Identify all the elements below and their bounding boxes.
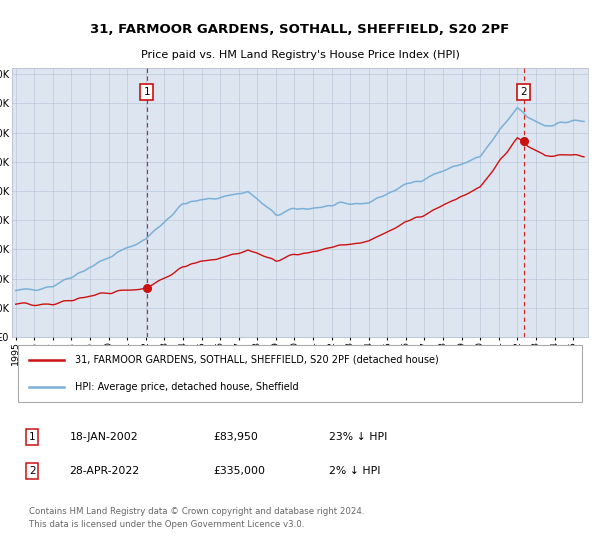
Text: Price paid vs. HM Land Registry's House Price Index (HPI): Price paid vs. HM Land Registry's House … bbox=[140, 50, 460, 60]
Text: 2: 2 bbox=[29, 466, 35, 475]
Text: 18-JAN-2002: 18-JAN-2002 bbox=[70, 432, 138, 442]
FancyBboxPatch shape bbox=[18, 344, 582, 402]
Text: 1: 1 bbox=[29, 432, 35, 442]
Text: 2: 2 bbox=[520, 87, 527, 97]
Text: 28-APR-2022: 28-APR-2022 bbox=[70, 466, 140, 475]
Text: 1: 1 bbox=[143, 87, 150, 97]
Text: HPI: Average price, detached house, Sheffield: HPI: Average price, detached house, Shef… bbox=[76, 382, 299, 392]
Text: £83,950: £83,950 bbox=[214, 432, 259, 442]
Text: Contains HM Land Registry data © Crown copyright and database right 2024.
This d: Contains HM Land Registry data © Crown c… bbox=[29, 507, 365, 529]
Text: £335,000: £335,000 bbox=[214, 466, 266, 475]
Text: 2% ↓ HPI: 2% ↓ HPI bbox=[329, 466, 380, 475]
Text: 31, FARMOOR GARDENS, SOTHALL, SHEFFIELD, S20 2PF (detached house): 31, FARMOOR GARDENS, SOTHALL, SHEFFIELD,… bbox=[76, 354, 439, 365]
Text: 31, FARMOOR GARDENS, SOTHALL, SHEFFIELD, S20 2PF: 31, FARMOOR GARDENS, SOTHALL, SHEFFIELD,… bbox=[91, 24, 509, 36]
Text: 23% ↓ HPI: 23% ↓ HPI bbox=[329, 432, 387, 442]
